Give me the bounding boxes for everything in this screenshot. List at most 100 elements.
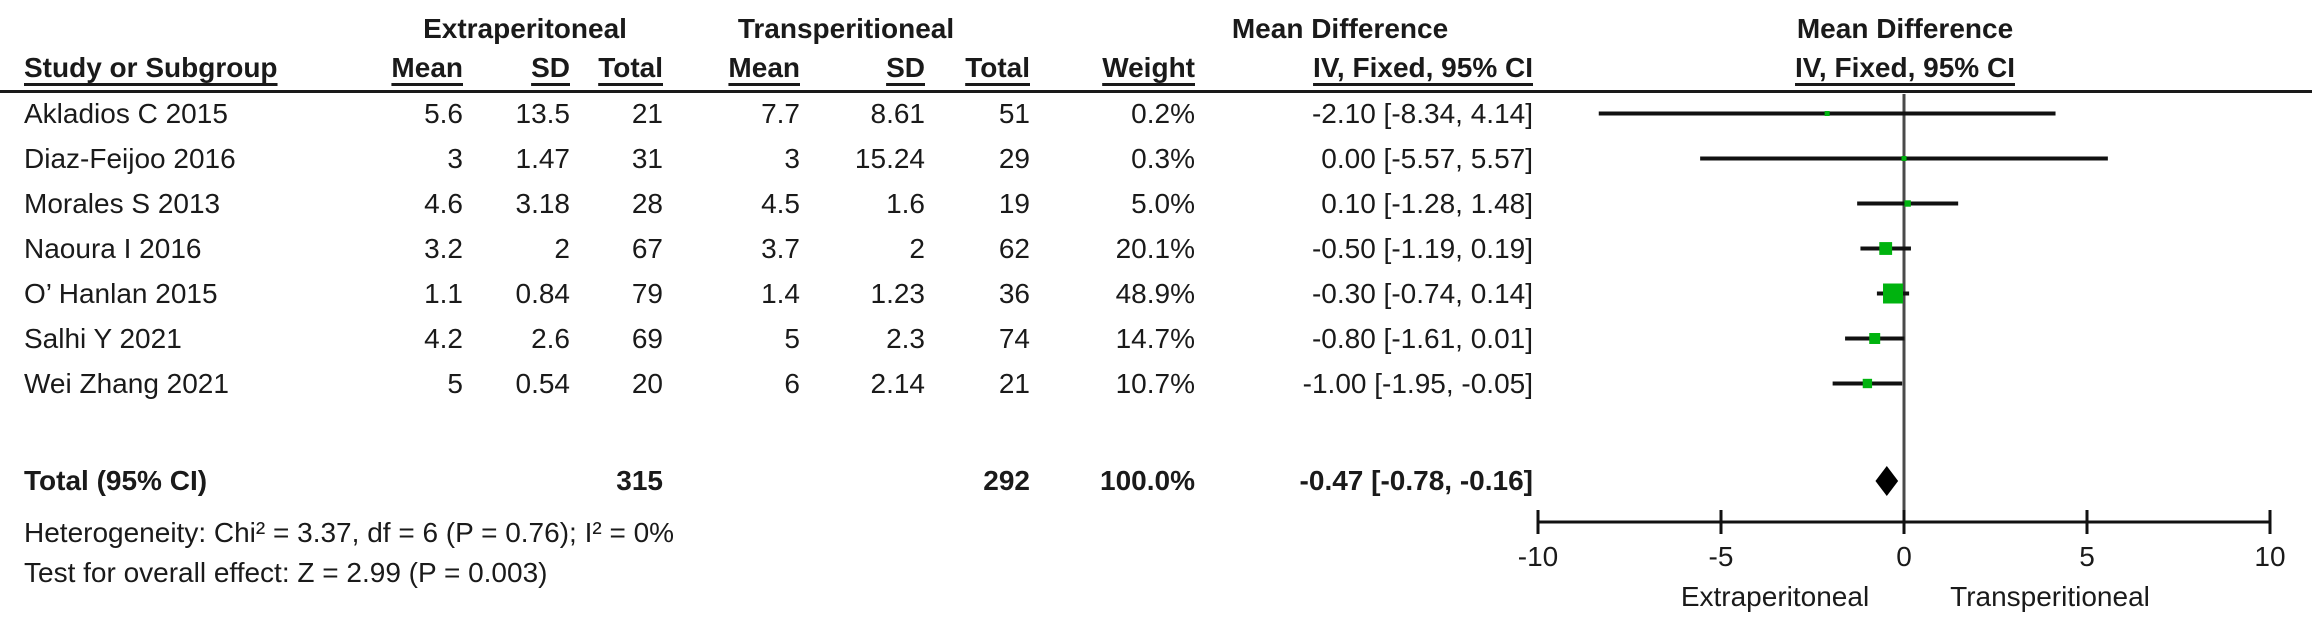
axis-tick-label: 5 — [2079, 541, 2095, 572]
overall-effect-text: Test for overall effect: Z = 2.99 (P = 0… — [24, 557, 548, 588]
table-row-study-name: Salhi Y 2021 — [24, 323, 182, 354]
table-row-transperitoneal-total: 19 — [998, 188, 1030, 219]
table-row-ci-text: 0.00 [-5.57, 5.57] — [1321, 143, 1533, 174]
column-header-study: Study or Subgroup — [24, 52, 278, 83]
axis-tick-label: -5 — [1709, 541, 1734, 572]
table-row-transperitoneal-sd: 15.24 — [854, 143, 925, 174]
table-row-study-name: Akladios C 2015 — [24, 98, 228, 129]
axis-tick-label: -10 — [1518, 541, 1558, 572]
table-row-transperitoneal-total: 62 — [998, 233, 1030, 264]
column-header-weight: Weight — [1102, 52, 1195, 83]
column-header-extraperitoneal-total: Total — [598, 52, 663, 83]
table-row-ci-text: -0.30 [-0.74, 0.14] — [1311, 278, 1533, 309]
table-row-transperitoneal-mean: 7.7 — [761, 98, 800, 129]
table-row-extraperitoneal-mean: 5.6 — [424, 98, 463, 129]
group-header-transperitoneal: Transperitioneal — [737, 13, 955, 44]
table-row-extraperitoneal-sd: 2 — [554, 233, 570, 264]
table-row-extraperitoneal-total: 28 — [631, 188, 663, 219]
group-header-extraperitoneal: Extraperitoneal — [423, 13, 627, 44]
table-row-transperitoneal-sd: 8.61 — [870, 98, 926, 129]
total-row-ci: -0.47 [-0.78, -0.16] — [1299, 465, 1533, 496]
table-row-ci-text: -0.50 [-1.19, 0.19] — [1311, 233, 1533, 264]
effect-square — [1862, 378, 1873, 389]
table-row-weight: 0.2% — [1131, 98, 1195, 129]
table-row-transperitoneal-total: 21 — [998, 368, 1030, 399]
table-row-study-name: Morales S 2013 — [24, 188, 221, 219]
effect-square — [1901, 156, 1907, 161]
table-row-transperitoneal-sd: 1.23 — [870, 278, 926, 309]
total-row-extraperitoneal-total: 315 — [616, 465, 663, 496]
table-row-extraperitoneal-sd: 13.5 — [515, 98, 571, 129]
effect-square — [1869, 333, 1881, 344]
table-row-extraperitoneal-mean: 4.2 — [424, 323, 463, 354]
table-row-extraperitoneal-sd: 2.6 — [531, 323, 570, 354]
table-row-ci-text: 0.10 [-1.28, 1.48] — [1321, 188, 1533, 219]
column-header-extraperitoneal-sd: SD — [531, 52, 570, 83]
table-row-weight: 0.3% — [1131, 143, 1195, 174]
table-row-study-name: Diaz-Feijoo 2016 — [24, 143, 236, 174]
table-row-transperitoneal-total: 36 — [998, 278, 1030, 309]
total-row-label: Total (95% CI) — [24, 465, 208, 496]
table-row-transperitoneal-total: 74 — [998, 323, 1030, 354]
summary-diamond — [1875, 466, 1899, 496]
table-row-extraperitoneal-mean: 1.1 — [424, 278, 463, 309]
table-row-extraperitoneal-mean: 3 — [447, 143, 463, 174]
effect-square — [1824, 111, 1830, 116]
table-row-extraperitoneal-total: 67 — [631, 233, 663, 264]
table-row-transperitoneal-mean: 3.7 — [761, 233, 800, 264]
table-row-extraperitoneal-total: 31 — [631, 143, 663, 174]
favours-left-label: Extraperitoneal — [1681, 581, 1869, 612]
table-row-extraperitoneal-sd: 0.54 — [515, 368, 571, 399]
heterogeneity-text: Heterogeneity: Chi² = 3.37, df = 6 (P = … — [24, 517, 675, 548]
table-row-transperitoneal-total: 29 — [998, 143, 1030, 174]
total-row-weight: 100.0% — [1100, 465, 1195, 496]
plot-header-mean-difference: Mean Difference — [1796, 13, 2014, 44]
table-row-transperitoneal-mean: 5 — [784, 323, 800, 354]
column-header-transperitoneal-sd: SD — [886, 52, 925, 83]
effect-square — [1883, 283, 1904, 304]
plot-header-method: IV, Fixed, 95% CI — [1795, 52, 2015, 83]
table-row-extraperitoneal-mean: 3.2 — [424, 233, 463, 264]
table-row-ci-text: -1.00 [-1.95, -0.05] — [1302, 368, 1533, 399]
table-row-extraperitoneal-sd: 3.18 — [515, 188, 571, 219]
table-row-extraperitoneal-total: 79 — [631, 278, 663, 309]
column-header-transperitoneal-mean: Mean — [728, 52, 800, 83]
column-header-transperitoneal-total: Total — [965, 52, 1030, 83]
table-row-extraperitoneal-sd: 1.47 — [515, 143, 571, 174]
table-row-study-name: Wei Zhang 2021 — [24, 368, 229, 399]
table-row-ci-text: -0.80 [-1.61, 0.01] — [1311, 323, 1533, 354]
table-row-extraperitoneal-sd: 0.84 — [515, 278, 571, 309]
table-row-transperitoneal-mean: 4.5 — [761, 188, 800, 219]
table-row-weight: 48.9% — [1115, 278, 1195, 309]
table-row-extraperitoneal-mean: 5 — [447, 368, 463, 399]
table-row-study-name: O’ Hanlan 2015 — [24, 278, 218, 309]
table-row-transperitoneal-mean: 1.4 — [761, 278, 800, 309]
table-row-weight: 10.7% — [1115, 368, 1195, 399]
column-header-ci: IV, Fixed, 95% CI — [1313, 52, 1533, 83]
table-row-extraperitoneal-mean: 4.6 — [424, 188, 463, 219]
table-row-study-name: Naoura I 2016 — [24, 233, 202, 264]
column-header-extraperitoneal-mean: Mean — [391, 52, 463, 83]
table-row-weight: 14.7% — [1115, 323, 1195, 354]
table-row-extraperitoneal-total: 69 — [631, 323, 663, 354]
table-row-transperitoneal-mean: 6 — [784, 368, 800, 399]
table-row-transperitoneal-sd: 1.6 — [886, 188, 925, 219]
group-header-mean-difference-left: Mean Difference — [1231, 13, 1449, 44]
table-row-extraperitoneal-total: 21 — [631, 98, 663, 129]
axis-tick-label: 10 — [2254, 541, 2285, 572]
favours-right-label: Transperitioneal — [1950, 581, 2150, 612]
table-row-extraperitoneal-total: 20 — [631, 368, 663, 399]
table-row-transperitoneal-sd: 2.3 — [886, 323, 925, 354]
effect-square — [1879, 242, 1893, 255]
table-row-weight: 5.0% — [1131, 188, 1195, 219]
table-row-transperitoneal-sd: 2.14 — [870, 368, 926, 399]
table-row-transperitoneal-mean: 3 — [784, 143, 800, 174]
total-row-transperitoneal-total: 292 — [983, 465, 1030, 496]
table-row-transperitoneal-sd: 2 — [909, 233, 925, 264]
effect-square — [1904, 200, 1911, 207]
table-row-ci-text: -2.10 [-8.34, 4.14] — [1311, 98, 1533, 129]
table-row-weight: 20.1% — [1115, 233, 1195, 264]
header-divider-line — [0, 90, 2312, 93]
